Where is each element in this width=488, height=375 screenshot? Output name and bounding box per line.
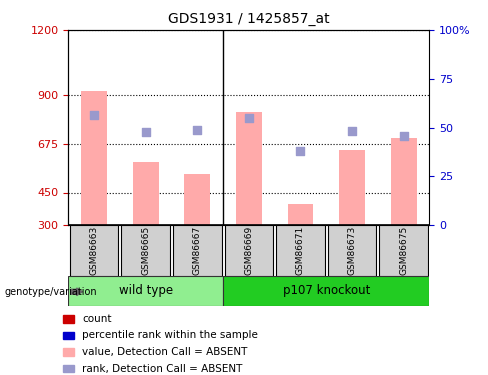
Text: GSM86671: GSM86671: [296, 226, 305, 275]
Text: GSM86667: GSM86667: [193, 226, 202, 275]
Text: percentile rank within the sample: percentile rank within the sample: [82, 330, 258, 340]
Bar: [236, 112, 262, 225]
FancyBboxPatch shape: [224, 225, 273, 276]
Text: count: count: [82, 314, 112, 324]
Bar: [63, 332, 74, 339]
Bar: [184, 174, 210, 225]
Bar: [339, 150, 365, 225]
FancyBboxPatch shape: [276, 225, 325, 276]
FancyBboxPatch shape: [223, 276, 429, 306]
Text: value, Detection Call = ABSENT: value, Detection Call = ABSENT: [82, 347, 247, 357]
Text: GSM86665: GSM86665: [141, 226, 150, 275]
Text: GSM86673: GSM86673: [347, 226, 357, 275]
Text: GSM86663: GSM86663: [90, 226, 99, 275]
Point: [297, 148, 305, 154]
Text: genotype/variation: genotype/variation: [5, 287, 98, 297]
Bar: [63, 365, 74, 372]
Bar: [63, 348, 74, 356]
Bar: [63, 315, 74, 323]
Bar: [81, 91, 107, 225]
Point: [245, 115, 253, 121]
Bar: [287, 204, 313, 225]
Text: GSM86675: GSM86675: [399, 226, 408, 275]
FancyBboxPatch shape: [122, 225, 170, 276]
Text: GSM86669: GSM86669: [244, 226, 253, 275]
Bar: [133, 162, 159, 225]
Text: p107 knockout: p107 knockout: [283, 284, 370, 297]
FancyBboxPatch shape: [379, 225, 428, 276]
FancyBboxPatch shape: [328, 225, 376, 276]
Point: [142, 129, 150, 135]
Point: [90, 111, 98, 117]
Text: wild type: wild type: [119, 284, 173, 297]
FancyBboxPatch shape: [70, 225, 119, 276]
FancyBboxPatch shape: [68, 276, 223, 306]
Point: [348, 128, 356, 134]
Bar: [391, 138, 417, 225]
Title: GDS1931 / 1425857_at: GDS1931 / 1425857_at: [168, 12, 330, 26]
Point: [400, 133, 407, 139]
Point: [193, 127, 201, 133]
FancyBboxPatch shape: [173, 225, 222, 276]
Text: rank, Detection Call = ABSENT: rank, Detection Call = ABSENT: [82, 364, 243, 374]
